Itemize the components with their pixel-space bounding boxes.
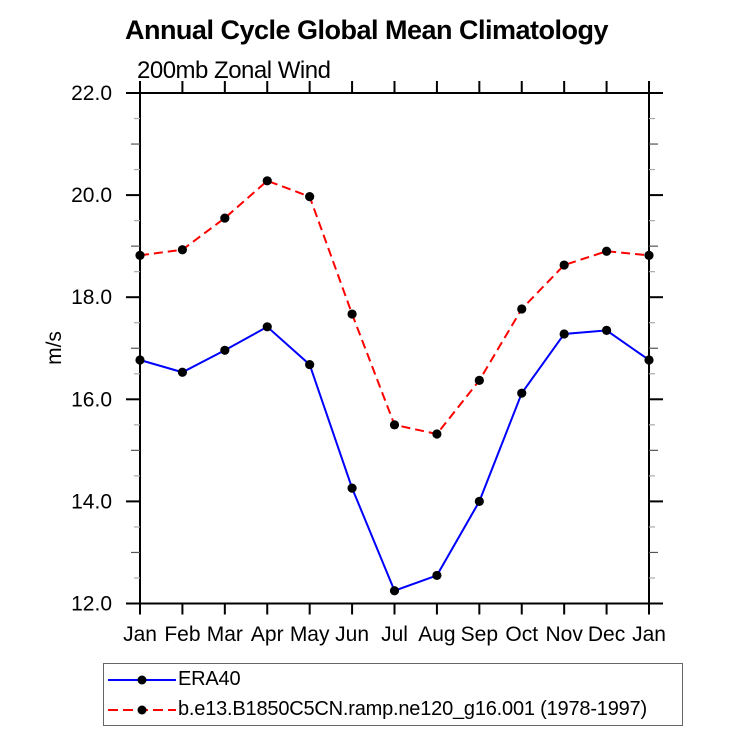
era40-sample-marker-icon [137, 675, 147, 684]
data-point-marker [389, 420, 400, 430]
data-point-marker [601, 246, 612, 256]
data-point-marker [644, 250, 654, 260]
x-tick-label: Jan [123, 623, 157, 646]
legend-item-era40: ERA40 [108, 665, 682, 695]
x-tick-label: Mar [207, 623, 243, 646]
x-tick-label: Jan [632, 623, 666, 646]
data-point-marker [347, 309, 357, 319]
data-point-marker [262, 176, 272, 186]
legend-label-era40: ERA40 [178, 668, 241, 690]
x-tick-label: Aug [418, 623, 455, 646]
x-tick-label: Feb [164, 623, 200, 646]
x-tick-label: Sep [461, 623, 498, 646]
data-point-marker [517, 304, 527, 314]
data-point-marker [262, 322, 272, 332]
data-point-marker [177, 367, 188, 377]
data-point-marker [559, 260, 569, 270]
data-point-marker [177, 245, 188, 255]
axis-frame [139, 92, 650, 605]
chart-plot-area: Jan Feb Mar Apr May Jun Jul Aug Sep Oct Nov Dec Jan 1… [71, 81, 666, 646]
y-tick-label: 18.0 [71, 286, 112, 309]
y-tick-label: 12.0 [71, 593, 112, 616]
data-point-marker [135, 250, 145, 260]
legend-box: ERA40 b.e13.B1850C5CN.ramp.ne120_g16.001… [103, 663, 683, 726]
data-point-marker [305, 359, 315, 370]
page-title: Annual Cycle Global Mean Climatology [124, 15, 609, 45]
x-tick-label: Jul [381, 623, 408, 646]
legend-label-model: b.e13.B1850C5CN.ramp.ne120_g16.001 (1978… [178, 698, 647, 720]
x-tick-label: May [290, 623, 330, 646]
data-point-marker [389, 586, 400, 596]
data-point-marker [305, 192, 315, 202]
data-point-marker [220, 345, 230, 355]
data-point-marker [135, 355, 145, 365]
era40-line-sample [108, 675, 176, 684]
model-sample-marker-icon [137, 705, 147, 714]
data-point-marker [474, 496, 484, 506]
y-tick-label: 20.0 [71, 184, 112, 207]
model-line-sample [108, 705, 176, 714]
data-point-marker [559, 329, 569, 339]
legend-item-model: b.e13.B1850C5CN.ramp.ne120_g16.001 (1978… [108, 695, 682, 725]
data-point-marker [644, 355, 654, 365]
era40-line [139, 325, 650, 593]
data-point-marker [432, 429, 442, 439]
y-tick-label: 22.0 [71, 82, 112, 105]
model-line [139, 179, 650, 436]
x-tick-label: Oct [505, 623, 538, 646]
data-point-marker [220, 213, 230, 223]
data-point-marker [474, 375, 484, 386]
x-tick-label: Nov [545, 623, 583, 646]
data-point-marker [347, 483, 357, 493]
x-tick-label: Apr [251, 623, 284, 646]
y-tick-label: 16.0 [71, 388, 112, 411]
data-point-marker [601, 325, 612, 335]
data-point-marker [432, 570, 442, 581]
x-tick-label: Jun [335, 623, 369, 646]
data-point-marker [517, 388, 527, 398]
y-tick-label: 14.0 [71, 490, 112, 513]
x-tick-label: Dec [588, 623, 625, 646]
chart-subtitle: 200mb Zonal Wind [137, 57, 331, 84]
